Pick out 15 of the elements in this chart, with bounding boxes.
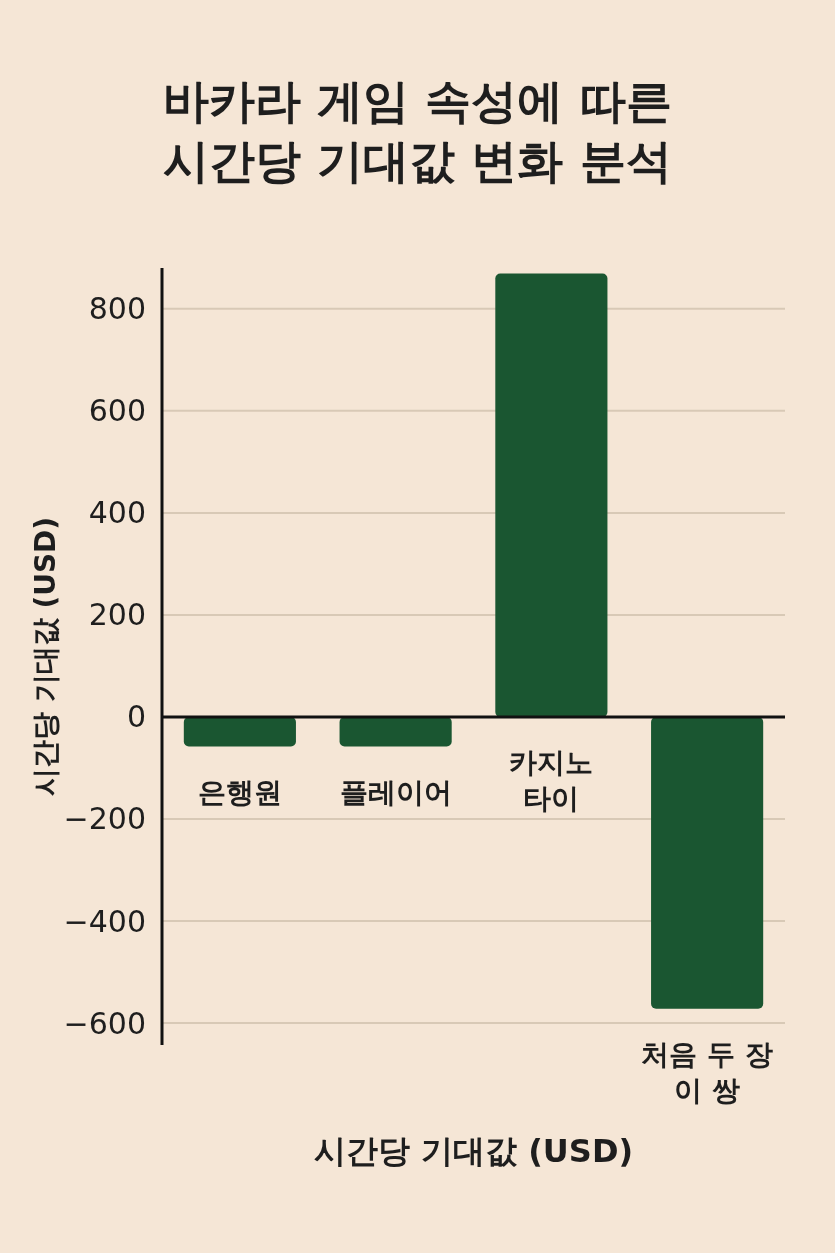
chart-title: 바카라 게임 속성에 따른 시간당 기대값 변화 분석	[162, 73, 673, 190]
y-axis-title: 시간당 기대값 (USD)	[28, 516, 62, 797]
x-tick-label: 처음 두 장 이 쌍	[640, 1036, 774, 1110]
y-tick-label: 200	[88, 597, 146, 633]
y-tick-label: −200	[63, 801, 146, 837]
x-axis-title: 시간당 기대값 (USD)	[312, 1131, 635, 1172]
y-tick-label: −400	[63, 903, 146, 939]
y-tick-label: 600	[88, 393, 146, 429]
x-tick-label: 플레이어	[338, 774, 453, 811]
y-tick-label: 800	[88, 291, 146, 327]
x-tick-label: 은행원	[196, 774, 283, 811]
y-tick-label: 400	[88, 495, 146, 531]
y-tick-label: −600	[63, 1005, 146, 1041]
y-tick-label: 0	[126, 699, 146, 735]
x-tick-label: 카지노 타이	[508, 744, 595, 818]
